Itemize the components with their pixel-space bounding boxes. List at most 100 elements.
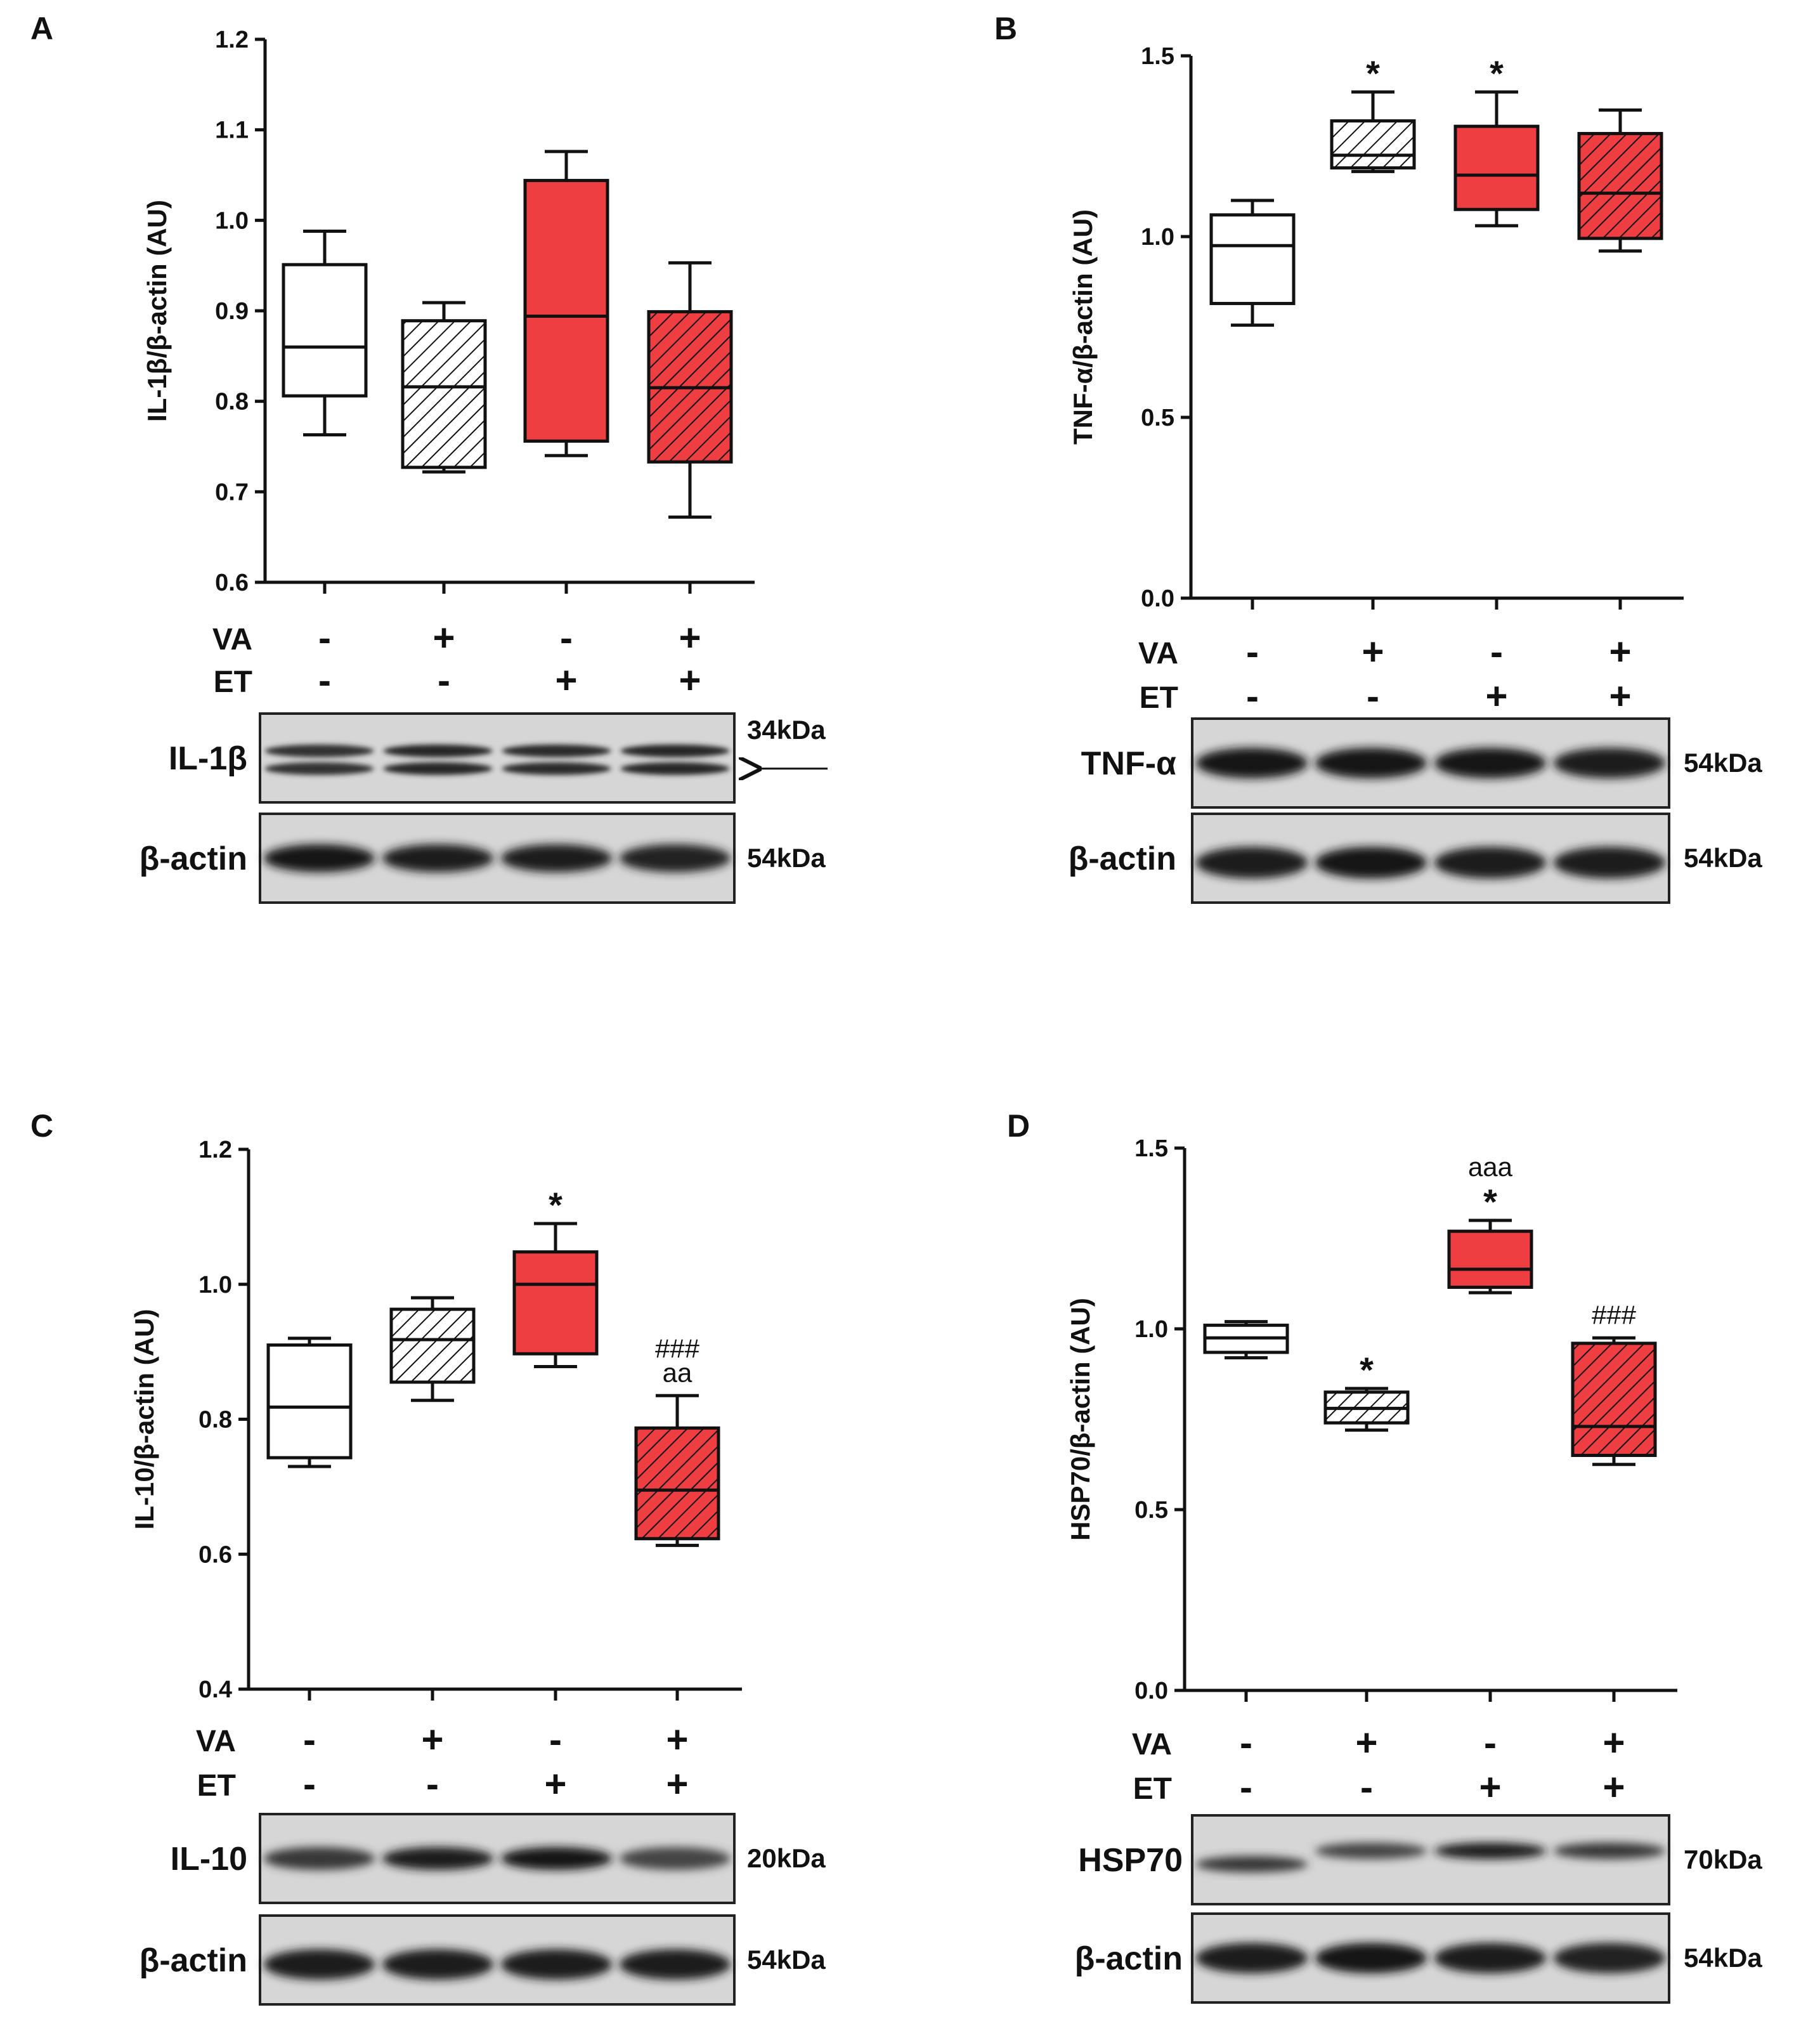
blot-kda-label: 54kDa bbox=[1684, 748, 1762, 778]
blot-band bbox=[1315, 847, 1427, 879]
box-iqr bbox=[634, 1426, 720, 1541]
box-iqr bbox=[1571, 1342, 1657, 1458]
blot-protein-label: β-actin bbox=[140, 840, 247, 877]
blot-protein-label: β-actin bbox=[1075, 1940, 1183, 1977]
box-3: * bbox=[512, 1185, 599, 1369]
box-2 bbox=[389, 1296, 476, 1402]
box-2: * bbox=[1330, 53, 1416, 173]
blot-kda-label: 20kDa bbox=[747, 1843, 826, 1873]
et-sign: - bbox=[438, 659, 450, 702]
blot-band bbox=[1553, 1943, 1666, 1973]
blot-band bbox=[1195, 1943, 1308, 1973]
y-tick-label: 1.0 bbox=[1141, 224, 1174, 251]
box-iqr bbox=[1453, 124, 1540, 211]
et-row-label: ET bbox=[214, 665, 252, 699]
blot-band bbox=[1195, 847, 1308, 879]
va-row-label: VA bbox=[1138, 637, 1178, 670]
y-tick-label: 1.0 bbox=[1134, 1316, 1168, 1343]
blot-protein-label: IL-1β bbox=[169, 740, 247, 777]
box-iqr bbox=[1577, 132, 1663, 240]
blot-band bbox=[1195, 1856, 1308, 1872]
et-sign: + bbox=[1485, 675, 1507, 717]
et-sign: + bbox=[679, 659, 701, 702]
et-sign: + bbox=[666, 1763, 688, 1805]
y-tick-label: 0.4 bbox=[198, 1676, 232, 1703]
blot-band bbox=[502, 744, 611, 757]
blot-band bbox=[1553, 1843, 1666, 1859]
blot-band bbox=[264, 762, 374, 775]
blot-band bbox=[1553, 748, 1666, 778]
va-sign: + bbox=[1609, 630, 1631, 673]
va-sign: + bbox=[421, 1718, 443, 1761]
blot-band bbox=[619, 844, 731, 872]
significance-star: * bbox=[1366, 53, 1380, 93]
panel-C: C 0.4 0.6 0.8 1.0 1.2 IL-10/β-actin (AU) * aa###… bbox=[30, 1108, 826, 2006]
blot-band bbox=[1553, 847, 1666, 879]
y-axis-label: TNF-α/β-actin (AU) bbox=[1068, 209, 1098, 445]
blot-band bbox=[1434, 847, 1547, 879]
et-sign: + bbox=[1479, 1766, 1501, 1808]
blot-band bbox=[620, 744, 730, 757]
va-sign: + bbox=[1602, 1721, 1625, 1764]
blot-band bbox=[1434, 1843, 1547, 1859]
y-tick-label: 1.5 bbox=[1141, 43, 1174, 70]
box-4: aa### bbox=[634, 1333, 720, 1547]
blot-band bbox=[382, 844, 494, 872]
blot-kda-label: 54kDa bbox=[747, 1945, 826, 1975]
blot-band bbox=[1195, 748, 1308, 778]
blot-protein-label: β-actin bbox=[1069, 840, 1176, 877]
significance-marker: ### bbox=[1592, 1300, 1637, 1329]
significance-star: * bbox=[549, 1185, 562, 1225]
blot-band bbox=[1434, 748, 1547, 778]
va-sign: - bbox=[318, 617, 331, 659]
blot-band bbox=[620, 762, 730, 775]
y-tick-label: 1.0 bbox=[198, 1272, 232, 1298]
et-sign: - bbox=[426, 1763, 439, 1805]
blot-kda-label: 34kDa bbox=[747, 715, 826, 745]
blot-band bbox=[1315, 1843, 1427, 1859]
y-tick-label: 0.8 bbox=[198, 1407, 232, 1434]
blot-kda-label: 54kDa bbox=[1684, 1943, 1762, 1973]
blot-protein-label: TNF-α bbox=[1081, 745, 1176, 782]
significance-star: * bbox=[1483, 1182, 1497, 1222]
blot-band bbox=[264, 744, 374, 757]
y-tick-label: 0.0 bbox=[1134, 1678, 1168, 1704]
significance-marker: aa bbox=[663, 1357, 692, 1387]
et-sign: + bbox=[1609, 675, 1631, 717]
y-tick-label: 0.9 bbox=[215, 298, 249, 325]
et-row-label: ET bbox=[1133, 1772, 1172, 1806]
box-iqr bbox=[523, 179, 609, 443]
blot-band bbox=[1434, 1943, 1547, 1973]
blot-2: β-actin 54kDa bbox=[1075, 1912, 1762, 2004]
et-sign: - bbox=[1360, 1766, 1373, 1808]
blot-band bbox=[502, 762, 611, 775]
blot-kda-label: 70kDa bbox=[1684, 1845, 1762, 1874]
y-axis-label: IL-10/β-actin (AU) bbox=[129, 1309, 159, 1530]
significance-marker: ### bbox=[655, 1333, 700, 1363]
box-3: * bbox=[1453, 53, 1540, 228]
va-sign: + bbox=[1362, 630, 1384, 673]
blot-band bbox=[500, 1847, 613, 1870]
blot-band bbox=[619, 1847, 731, 1870]
et-sign: - bbox=[318, 659, 331, 702]
et-sign: + bbox=[544, 1763, 566, 1805]
blot-band bbox=[619, 1949, 731, 1980]
va-sign: - bbox=[1490, 630, 1503, 673]
box-4 bbox=[647, 261, 733, 519]
y-tick-label: 1.0 bbox=[215, 207, 249, 234]
blot-1: IL-1β 34kDa bbox=[169, 712, 828, 804]
va-sign: - bbox=[549, 1718, 562, 1761]
et-row-label: ET bbox=[1140, 681, 1178, 715]
y-tick-label: 0.8 bbox=[215, 389, 249, 415]
va-sign: - bbox=[1484, 1721, 1497, 1764]
box-iqr bbox=[512, 1250, 599, 1355]
box-3 bbox=[523, 150, 609, 457]
box-4 bbox=[1577, 108, 1663, 253]
blot-1: HSP70 70kDa bbox=[1078, 1814, 1762, 1905]
panel-letter: D bbox=[1007, 1108, 1030, 1144]
va-sign: + bbox=[432, 617, 455, 659]
et-sign: + bbox=[1602, 1766, 1625, 1808]
